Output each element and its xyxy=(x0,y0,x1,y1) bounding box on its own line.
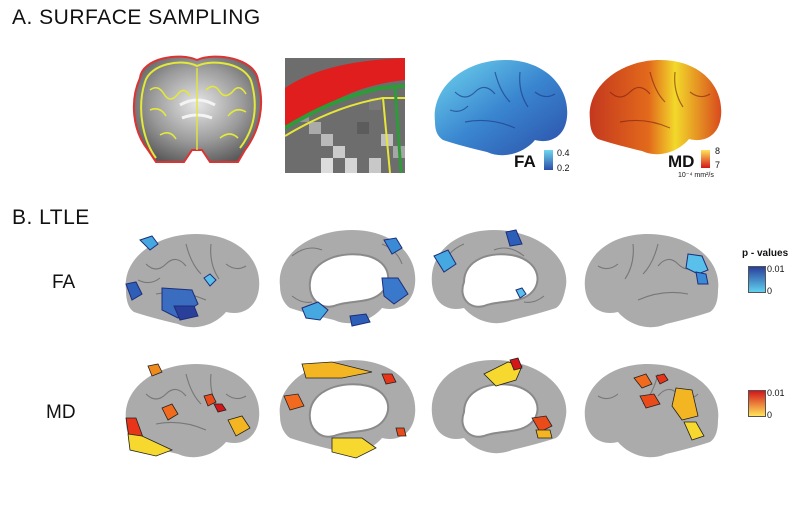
md-pvalue-min-tick: 0 xyxy=(767,410,773,420)
md-pvalue-max-tick: 0.01 xyxy=(767,388,785,398)
fa-left-lateral-brain xyxy=(118,228,268,338)
md-max-tick: 8 xyxy=(715,146,721,156)
fa-pvalue-legend-title: p - values xyxy=(742,248,789,259)
row-label-fa: FA xyxy=(52,272,76,293)
fa-pvalue-min-tick: 0 xyxy=(767,286,773,296)
fa-left-medial-brain xyxy=(272,226,422,336)
md-left-medial-brain xyxy=(272,356,422,466)
md-colorbar xyxy=(701,150,710,168)
md-right-medial-brain xyxy=(424,356,574,466)
fa-pvalue-colorbar xyxy=(748,266,766,293)
fa-max-tick: 0.4 xyxy=(557,148,570,158)
md-label: MD xyxy=(668,152,695,171)
fa-min-tick: 0.2 xyxy=(557,163,570,173)
fa-right-lateral-brain xyxy=(576,228,726,338)
md-surface-brain xyxy=(582,52,727,167)
section-a-title: A. SURFACE SAMPLING xyxy=(12,6,261,29)
fa-right-medial-brain xyxy=(424,226,574,336)
md-unit: 10⁻⁴ mm²/s xyxy=(678,172,714,179)
md-pvalue-colorbar xyxy=(748,390,766,417)
md-left-lateral-brain xyxy=(118,358,268,468)
section-b-title: B. LTLE xyxy=(12,206,90,229)
fa-label: FA xyxy=(514,152,536,171)
fa-surface-brain xyxy=(425,52,575,167)
fa-colorbar xyxy=(544,150,553,170)
coronal-slice-image xyxy=(120,50,275,175)
zoomed-voxel-image xyxy=(285,58,405,173)
fa-pvalue-max-tick: 0.01 xyxy=(767,264,785,274)
md-right-lateral-brain xyxy=(576,358,726,468)
row-label-md: MD xyxy=(46,402,76,423)
md-min-tick: 7 xyxy=(715,160,721,170)
